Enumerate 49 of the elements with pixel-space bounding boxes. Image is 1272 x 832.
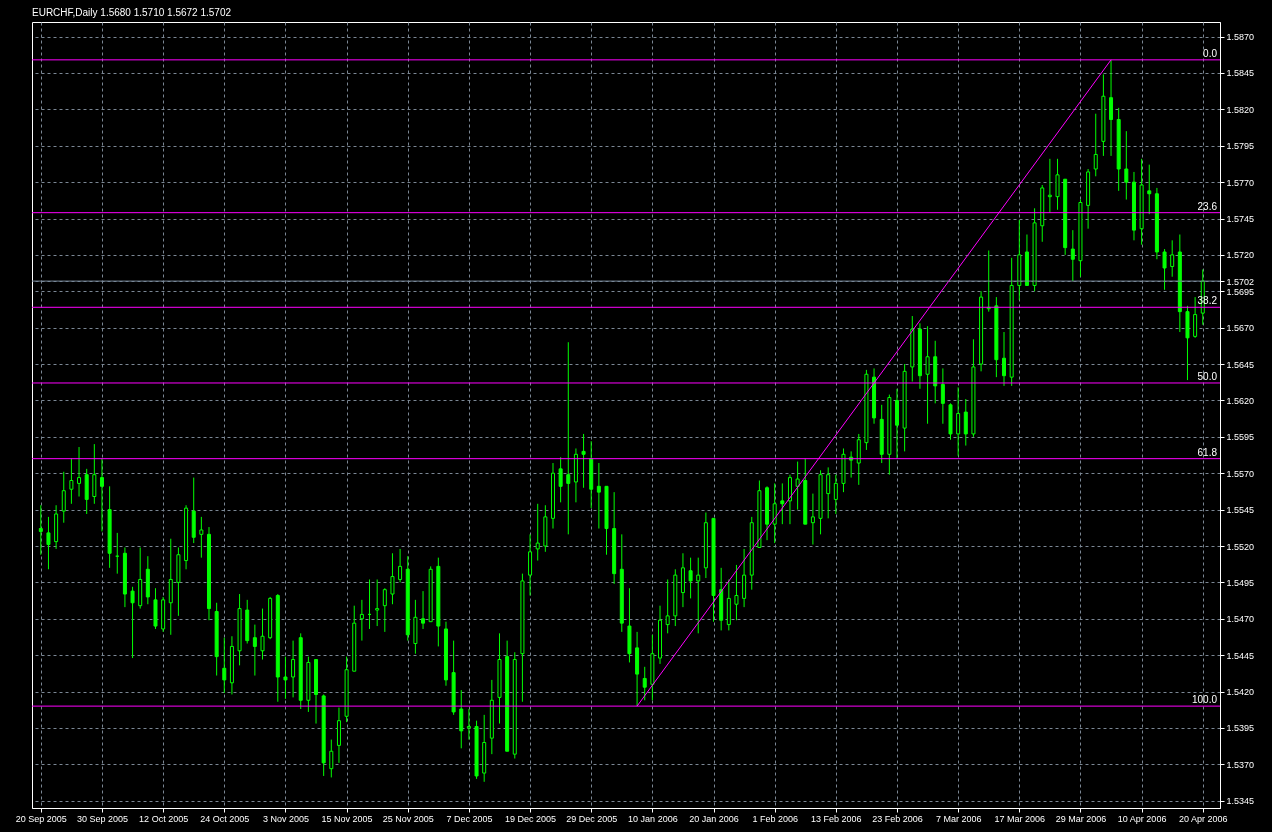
y-tick-label: 1.5720 [1226, 250, 1255, 261]
y-tick-label: 1.5445 [1226, 650, 1255, 661]
y-tick-label: 1.5520 [1226, 541, 1255, 552]
x-tick-label: 20 Jan 2006 [689, 813, 739, 824]
y-tick-label: 1.5795 [1226, 141, 1255, 152]
x-tick-label: 20 Sep 2005 [15, 813, 67, 824]
y-tick-label: 1.5370 [1226, 759, 1255, 770]
y-tick-label: 1.5495 [1226, 577, 1255, 588]
y-tick-label: 1.5645 [1226, 359, 1255, 370]
annotation: 50.0 [1197, 370, 1218, 382]
y-tick-label: 1.5595 [1226, 432, 1255, 443]
y-tick-label: 1.5702 [1226, 276, 1255, 287]
annotation: 0.0 [1203, 47, 1218, 59]
x-tick-label: 3 Nov 2005 [262, 813, 309, 824]
x-tick-label: 19 Dec 2005 [505, 813, 557, 824]
x-tick-label: 15 Nov 2005 [321, 813, 373, 824]
x-tick-label: 24 Oct 2005 [200, 813, 250, 824]
y-tick-label: 1.5870 [1226, 32, 1255, 43]
x-tick-label: 12 Oct 2005 [139, 813, 189, 824]
y-tick-label: 1.5745 [1226, 214, 1255, 224]
x-tick-label: 25 Nov 2005 [382, 813, 434, 824]
x-tick-label: 13 Feb 2006 [811, 813, 862, 824]
x-tick-label: 10 Jan 2006 [628, 813, 678, 824]
x-tick-label: 29 Mar 2006 [1055, 813, 1107, 824]
y-tick-label: 1.5670 [1226, 323, 1255, 334]
x-tick-label: 29 Dec 2005 [566, 813, 618, 824]
annotation: 100.0 [1191, 694, 1218, 706]
x-tick-label: 17 Mar 2006 [994, 813, 1046, 824]
y-tick-label: 1.5570 [1226, 468, 1255, 479]
x-tick-label: 1 Feb 2006 [752, 813, 798, 824]
annotation: 23.6 [1197, 200, 1218, 212]
y-tick-label: 1.5845 [1226, 68, 1255, 79]
y-tick-label: 1.5820 [1226, 104, 1255, 115]
x-tick-label: 7 Dec 2005 [446, 813, 493, 824]
x-tick-label: 10 Apr 2006 [1117, 813, 1167, 824]
x-tick-label: 7 Mar 2006 [935, 813, 982, 824]
y-tick-label: 1.5420 [1226, 687, 1255, 698]
y-tick-label: 1.5695 [1226, 286, 1255, 297]
chart-title: EURCHF,Daily 1.5680 1.5710 1.5672 1.5702 [32, 7, 232, 18]
y-tick-label: 1.5545 [1226, 505, 1255, 516]
annotation: 61.8 [1197, 446, 1218, 458]
y-tick-label: 1.5770 [1226, 177, 1255, 188]
y-tick-label: 1.5470 [1226, 614, 1255, 625]
x-tick-label: 23 Feb 2006 [872, 813, 923, 824]
y-tick-label: 1.5620 [1226, 395, 1255, 406]
y-tick-label: 1.5395 [1226, 723, 1255, 734]
x-tick-label: 30 Sep 2005 [76, 813, 128, 824]
x-tick-label: 20 Apr 2006 [1179, 813, 1228, 824]
y-tick-label: 1.5345 [1226, 796, 1255, 807]
